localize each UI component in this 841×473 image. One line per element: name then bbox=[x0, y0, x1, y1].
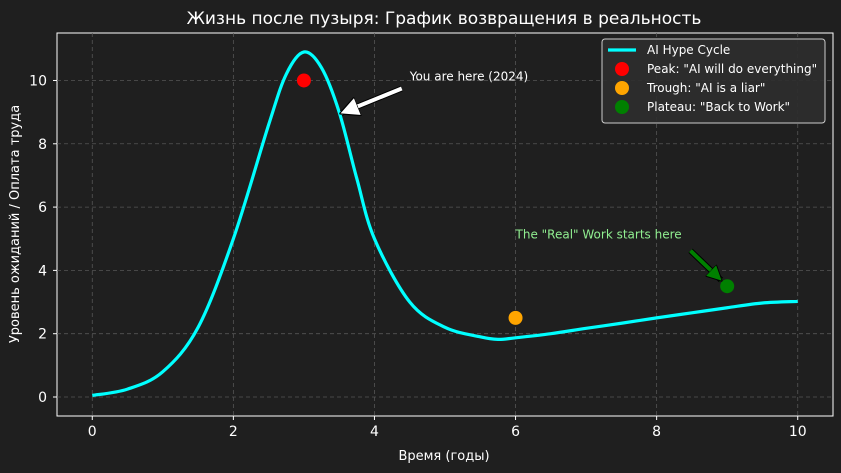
x-axis-label: Время (годы) bbox=[398, 449, 489, 464]
y-tick-label: 2 bbox=[38, 327, 47, 343]
data-marker bbox=[720, 279, 735, 294]
y-axis-label: Уровень ожиданий / Оплата труда bbox=[8, 105, 23, 343]
x-tick-label: 10 bbox=[789, 424, 807, 440]
x-tick-label: 0 bbox=[88, 424, 97, 440]
annotation-layer: You are here (2024) The "Real" Work start… bbox=[341, 69, 724, 283]
legend: AI Hype Cycle Peak: "AI will do everythin… bbox=[601, 38, 826, 124]
annotation-label: You are here (2024) bbox=[409, 69, 528, 83]
data-marker bbox=[508, 310, 523, 325]
annotation-arrow bbox=[341, 86, 403, 113]
legend-label: Peak: "AI will do everything" bbox=[647, 62, 817, 76]
x-axis: 0 2 4 6 8 10 bbox=[88, 416, 807, 440]
grid-lines bbox=[57, 33, 833, 416]
y-tick-label: 6 bbox=[38, 200, 47, 216]
legend-label: AI Hype Cycle bbox=[647, 43, 730, 57]
legend-label: Trough: "AI is a liar" bbox=[646, 81, 765, 95]
x-tick-label: 2 bbox=[229, 424, 238, 440]
x-tick-label: 6 bbox=[511, 424, 520, 440]
legend-marker-swatch bbox=[615, 100, 629, 114]
y-axis: 0 2 4 6 8 10 bbox=[29, 73, 57, 406]
annotation-label: The "Real" Work starts here bbox=[515, 228, 682, 242]
series-line bbox=[91, 50, 798, 398]
y-tick-label: 8 bbox=[38, 137, 47, 153]
x-tick-label: 8 bbox=[652, 424, 661, 440]
y-tick-label: 0 bbox=[38, 390, 47, 406]
chart-title: Жизнь после пузыря: График возвращения в… bbox=[187, 9, 702, 29]
x-tick-label: 4 bbox=[370, 424, 379, 440]
data-marker bbox=[296, 73, 311, 88]
annotation-arrow bbox=[689, 249, 721, 280]
legend-marker-swatch bbox=[615, 81, 629, 95]
y-tick-label: 10 bbox=[29, 73, 47, 89]
legend-label: Plateau: "Back to Work" bbox=[647, 100, 790, 114]
marker-layer bbox=[296, 73, 735, 325]
y-tick-label: 4 bbox=[38, 263, 47, 279]
legend-box bbox=[601, 38, 826, 124]
legend-marker-swatch bbox=[615, 62, 629, 76]
series-layer bbox=[91, 50, 798, 398]
